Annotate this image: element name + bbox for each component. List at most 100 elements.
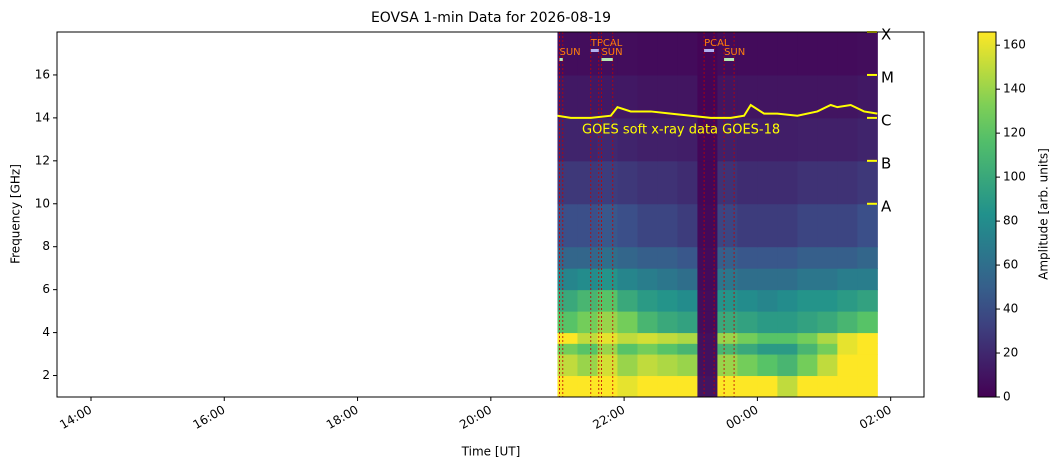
- heat-cell: [817, 160, 838, 205]
- heat-cell: [717, 160, 738, 205]
- heat-cell: [617, 160, 638, 205]
- heat-cell: [737, 289, 758, 312]
- goes-level-label: M: [881, 68, 894, 86]
- heat-cell: [737, 311, 758, 334]
- heat-cell: [717, 268, 738, 291]
- heat-cell: [757, 117, 778, 162]
- heat-cell: [617, 375, 638, 397]
- heat-cell: [697, 268, 718, 291]
- heat-cell: [797, 246, 818, 269]
- heat-cell: [717, 74, 738, 119]
- heat-cell: [697, 160, 718, 205]
- heat-cell: [617, 117, 638, 162]
- heat-cell: [797, 343, 818, 355]
- heat-cell: [737, 117, 758, 162]
- heat-cell: [677, 343, 698, 355]
- heat-cell: [657, 160, 678, 205]
- heat-cell: [677, 375, 698, 397]
- heat-cell: [837, 268, 858, 291]
- scan-label: SUN: [724, 47, 745, 58]
- heat-cell: [757, 74, 778, 119]
- colorbar: [978, 32, 996, 397]
- heat-cell: [557, 268, 578, 291]
- chart-title: EOVSA 1-min Data for 2026-08-19: [371, 10, 611, 26]
- heat-cell: [617, 332, 638, 344]
- plot-area: [557, 32, 878, 397]
- heat-cell: [637, 375, 658, 397]
- colorbar-frame: [977, 31, 997, 398]
- y-tick-label: 2: [42, 368, 50, 382]
- scan-bar: [724, 58, 735, 61]
- heat-cell: [817, 311, 838, 334]
- heat-cell: [757, 268, 778, 291]
- y-tick-label: 14: [35, 110, 50, 124]
- heat-cell: [837, 311, 858, 334]
- heat-cell: [677, 268, 698, 291]
- heat-cell: [597, 203, 618, 248]
- x-tick-label: 02:00: [857, 403, 894, 432]
- goes-curve: [557, 103, 878, 119]
- heat-cell: [697, 289, 718, 312]
- goes-level-label: X: [881, 26, 891, 44]
- heat-cell: [677, 311, 698, 334]
- heat-cell: [577, 354, 598, 377]
- heat-cell: [817, 343, 838, 355]
- heat-cell: [637, 203, 658, 248]
- goes-level-label: A: [881, 197, 892, 215]
- heat-cell: [557, 354, 578, 377]
- heat-cell: [777, 246, 798, 269]
- heat-cell: [617, 246, 638, 269]
- heat-cell: [837, 246, 858, 269]
- heat-cell: [837, 203, 858, 248]
- goes-annotation: GOES soft x-ray data GOES-18: [582, 123, 780, 138]
- heat-cell: [557, 246, 578, 269]
- goes-level-label: C: [881, 111, 891, 129]
- heat-cell: [557, 117, 578, 162]
- goes-level-label: B: [881, 154, 891, 172]
- heat-cell: [677, 203, 698, 248]
- heat-cell: [777, 117, 798, 162]
- colorbar-tick-label: 80: [1003, 214, 1018, 228]
- heat-cell: [797, 289, 818, 312]
- heat-cell: [857, 311, 878, 334]
- heat-cell: [797, 160, 818, 205]
- heat-cell: [577, 117, 598, 162]
- heat-cell: [597, 354, 618, 377]
- heat-cell: [577, 311, 598, 334]
- heat-cell: [697, 354, 718, 377]
- x-tick-label: 20:00: [457, 403, 494, 432]
- heat-cell: [857, 354, 878, 377]
- heat-cell: [617, 268, 638, 291]
- heat-cell: [757, 246, 778, 269]
- heat-cell: [797, 74, 818, 119]
- heat-cell: [577, 268, 598, 291]
- heat-cell: [797, 117, 818, 162]
- x-tick-label: 16:00: [191, 403, 228, 432]
- heat-cell: [837, 117, 858, 162]
- y-tick-label: 12: [35, 153, 50, 167]
- heat-cell: [597, 160, 618, 205]
- heat-cell: [617, 343, 638, 355]
- heat-cell: [617, 203, 638, 248]
- heat-cell: [857, 32, 878, 76]
- heat-cell: [717, 246, 738, 269]
- x-tick-label: 18:00: [324, 403, 361, 432]
- colorbar-tick-label: 120: [1003, 126, 1026, 140]
- colorbar-tick-label: 140: [1003, 82, 1026, 96]
- heat-cell: [697, 117, 718, 162]
- heat-cell: [817, 268, 838, 291]
- heat-cell: [677, 289, 698, 312]
- heat-cell: [857, 203, 878, 248]
- heat-cell: [757, 375, 778, 397]
- heat-cell: [577, 375, 598, 397]
- heat-cell: [737, 160, 758, 205]
- heat-cell: [837, 375, 858, 397]
- heat-cell: [657, 354, 678, 377]
- heat-cell: [637, 74, 658, 119]
- x-axis-label: Time [UT]: [461, 445, 521, 459]
- heat-cell: [597, 268, 618, 291]
- heat-cell: [637, 268, 658, 291]
- heat-cell: [637, 160, 658, 205]
- heat-cell: [677, 354, 698, 377]
- heat-cell: [697, 32, 718, 76]
